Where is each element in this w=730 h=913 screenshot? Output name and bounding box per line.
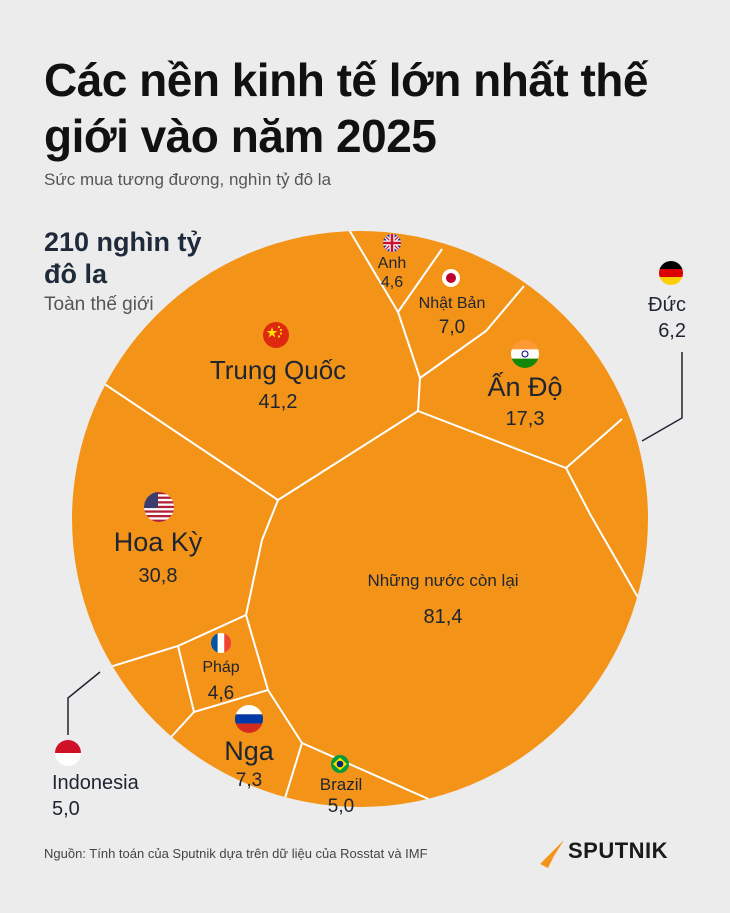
france-flag-icon xyxy=(211,633,231,653)
label-rest-value: 81,4 xyxy=(423,606,463,628)
label-an-do-name: Ấn Độ xyxy=(487,372,563,402)
sputnik-logo-icon xyxy=(540,840,564,868)
india-flag-icon xyxy=(511,340,539,368)
label-anh: Anh 4,6 xyxy=(378,254,406,292)
label-brazil-value: 5,0 xyxy=(327,796,355,817)
label-an-do-value: 17,3 xyxy=(505,408,545,430)
label-an-do: Ấn Độ 17,3 xyxy=(487,371,562,435)
label-indonesia: Indonesia 5,0 xyxy=(52,770,139,822)
label-trung-quoc-name: Trung Quốc xyxy=(209,355,347,385)
cell-border-tq-right xyxy=(397,311,422,412)
cell-border-phap xyxy=(177,614,270,714)
leader-line-indonesia xyxy=(67,671,101,735)
label-hoa-ky-value: 30,8 xyxy=(138,565,178,587)
label-duc-value: 6,2 xyxy=(658,320,686,342)
total-scope-label: Toàn thế giới xyxy=(44,294,154,315)
uk-flag-icon xyxy=(383,234,401,252)
japan-flag-icon xyxy=(442,269,460,287)
label-brazil-name: Brazil xyxy=(319,775,363,794)
page-subtitle: Sức mua tương đương, nghìn tỷ đô la xyxy=(44,170,332,189)
label-nhat-ban: Nhật Bản 7,0 xyxy=(419,292,486,340)
russia-flag-icon xyxy=(235,705,263,733)
label-anh-name: Anh xyxy=(377,255,407,272)
cell-border-brazil xyxy=(301,742,443,806)
cell-border-duc-low xyxy=(565,467,641,602)
label-duc-name: Đức xyxy=(648,294,686,316)
label-rest: Những nước còn lại 81,4 xyxy=(367,563,518,635)
leader-line-duc xyxy=(641,352,683,442)
label-duc: Đức 6,2 xyxy=(640,292,686,344)
label-brazil: Brazil 5,0 xyxy=(320,774,363,818)
cell-border-anh-nhat xyxy=(397,248,443,313)
indonesia-flag-icon xyxy=(55,740,81,766)
label-nga-value: 7,3 xyxy=(235,770,263,791)
cell-border-an-low xyxy=(417,410,567,469)
cell-border-anh xyxy=(347,231,399,313)
label-phap-name: Pháp xyxy=(202,659,240,676)
label-indonesia-name: Indonesia xyxy=(52,772,139,794)
cell-border-nhat-an xyxy=(419,285,525,379)
germany-flag-icon xyxy=(659,261,683,285)
label-hoa-ky-name: Hoa Kỳ xyxy=(113,527,203,557)
label-trung-quoc-value: 41,2 xyxy=(258,391,298,413)
label-nga: Nga 7,3 xyxy=(224,736,274,796)
label-hoa-ky: Hoa Kỳ 30,8 xyxy=(114,525,203,593)
label-anh-value: 4,6 xyxy=(380,274,404,291)
chart-disc xyxy=(72,231,648,807)
label-nhat-ban-value: 7,0 xyxy=(438,317,466,338)
sputnik-logo: SPUTNIK xyxy=(538,834,698,870)
source-note: Nguồn: Tính toán của Sputnik dựa trên dữ… xyxy=(44,846,428,861)
cell-border-duc xyxy=(565,418,623,469)
label-trung-quoc: Trung Quốc 41,2 xyxy=(210,354,346,418)
label-phap-value: 4,6 xyxy=(207,683,235,704)
label-indonesia-value: 5,0 xyxy=(52,798,80,820)
sputnik-logo-text: SPUTNIK xyxy=(568,838,669,863)
label-nhat-ban-name: Nhật Bản xyxy=(418,295,486,312)
usa-flag-icon xyxy=(144,492,174,522)
total-value-label: 210 nghìn tỷ đô la xyxy=(44,227,202,289)
cell-border-hk-rest xyxy=(245,499,279,616)
brazil-flag-icon xyxy=(331,755,349,773)
china-flag-icon xyxy=(263,322,289,348)
page-title: Các nền kinh tế lớn nhất thế giới vào nă… xyxy=(44,54,649,162)
label-rest-name: Những nước còn lại xyxy=(367,571,519,590)
label-phap: Pháp 4,6 xyxy=(202,655,239,707)
label-nga-name: Nga xyxy=(224,736,274,766)
